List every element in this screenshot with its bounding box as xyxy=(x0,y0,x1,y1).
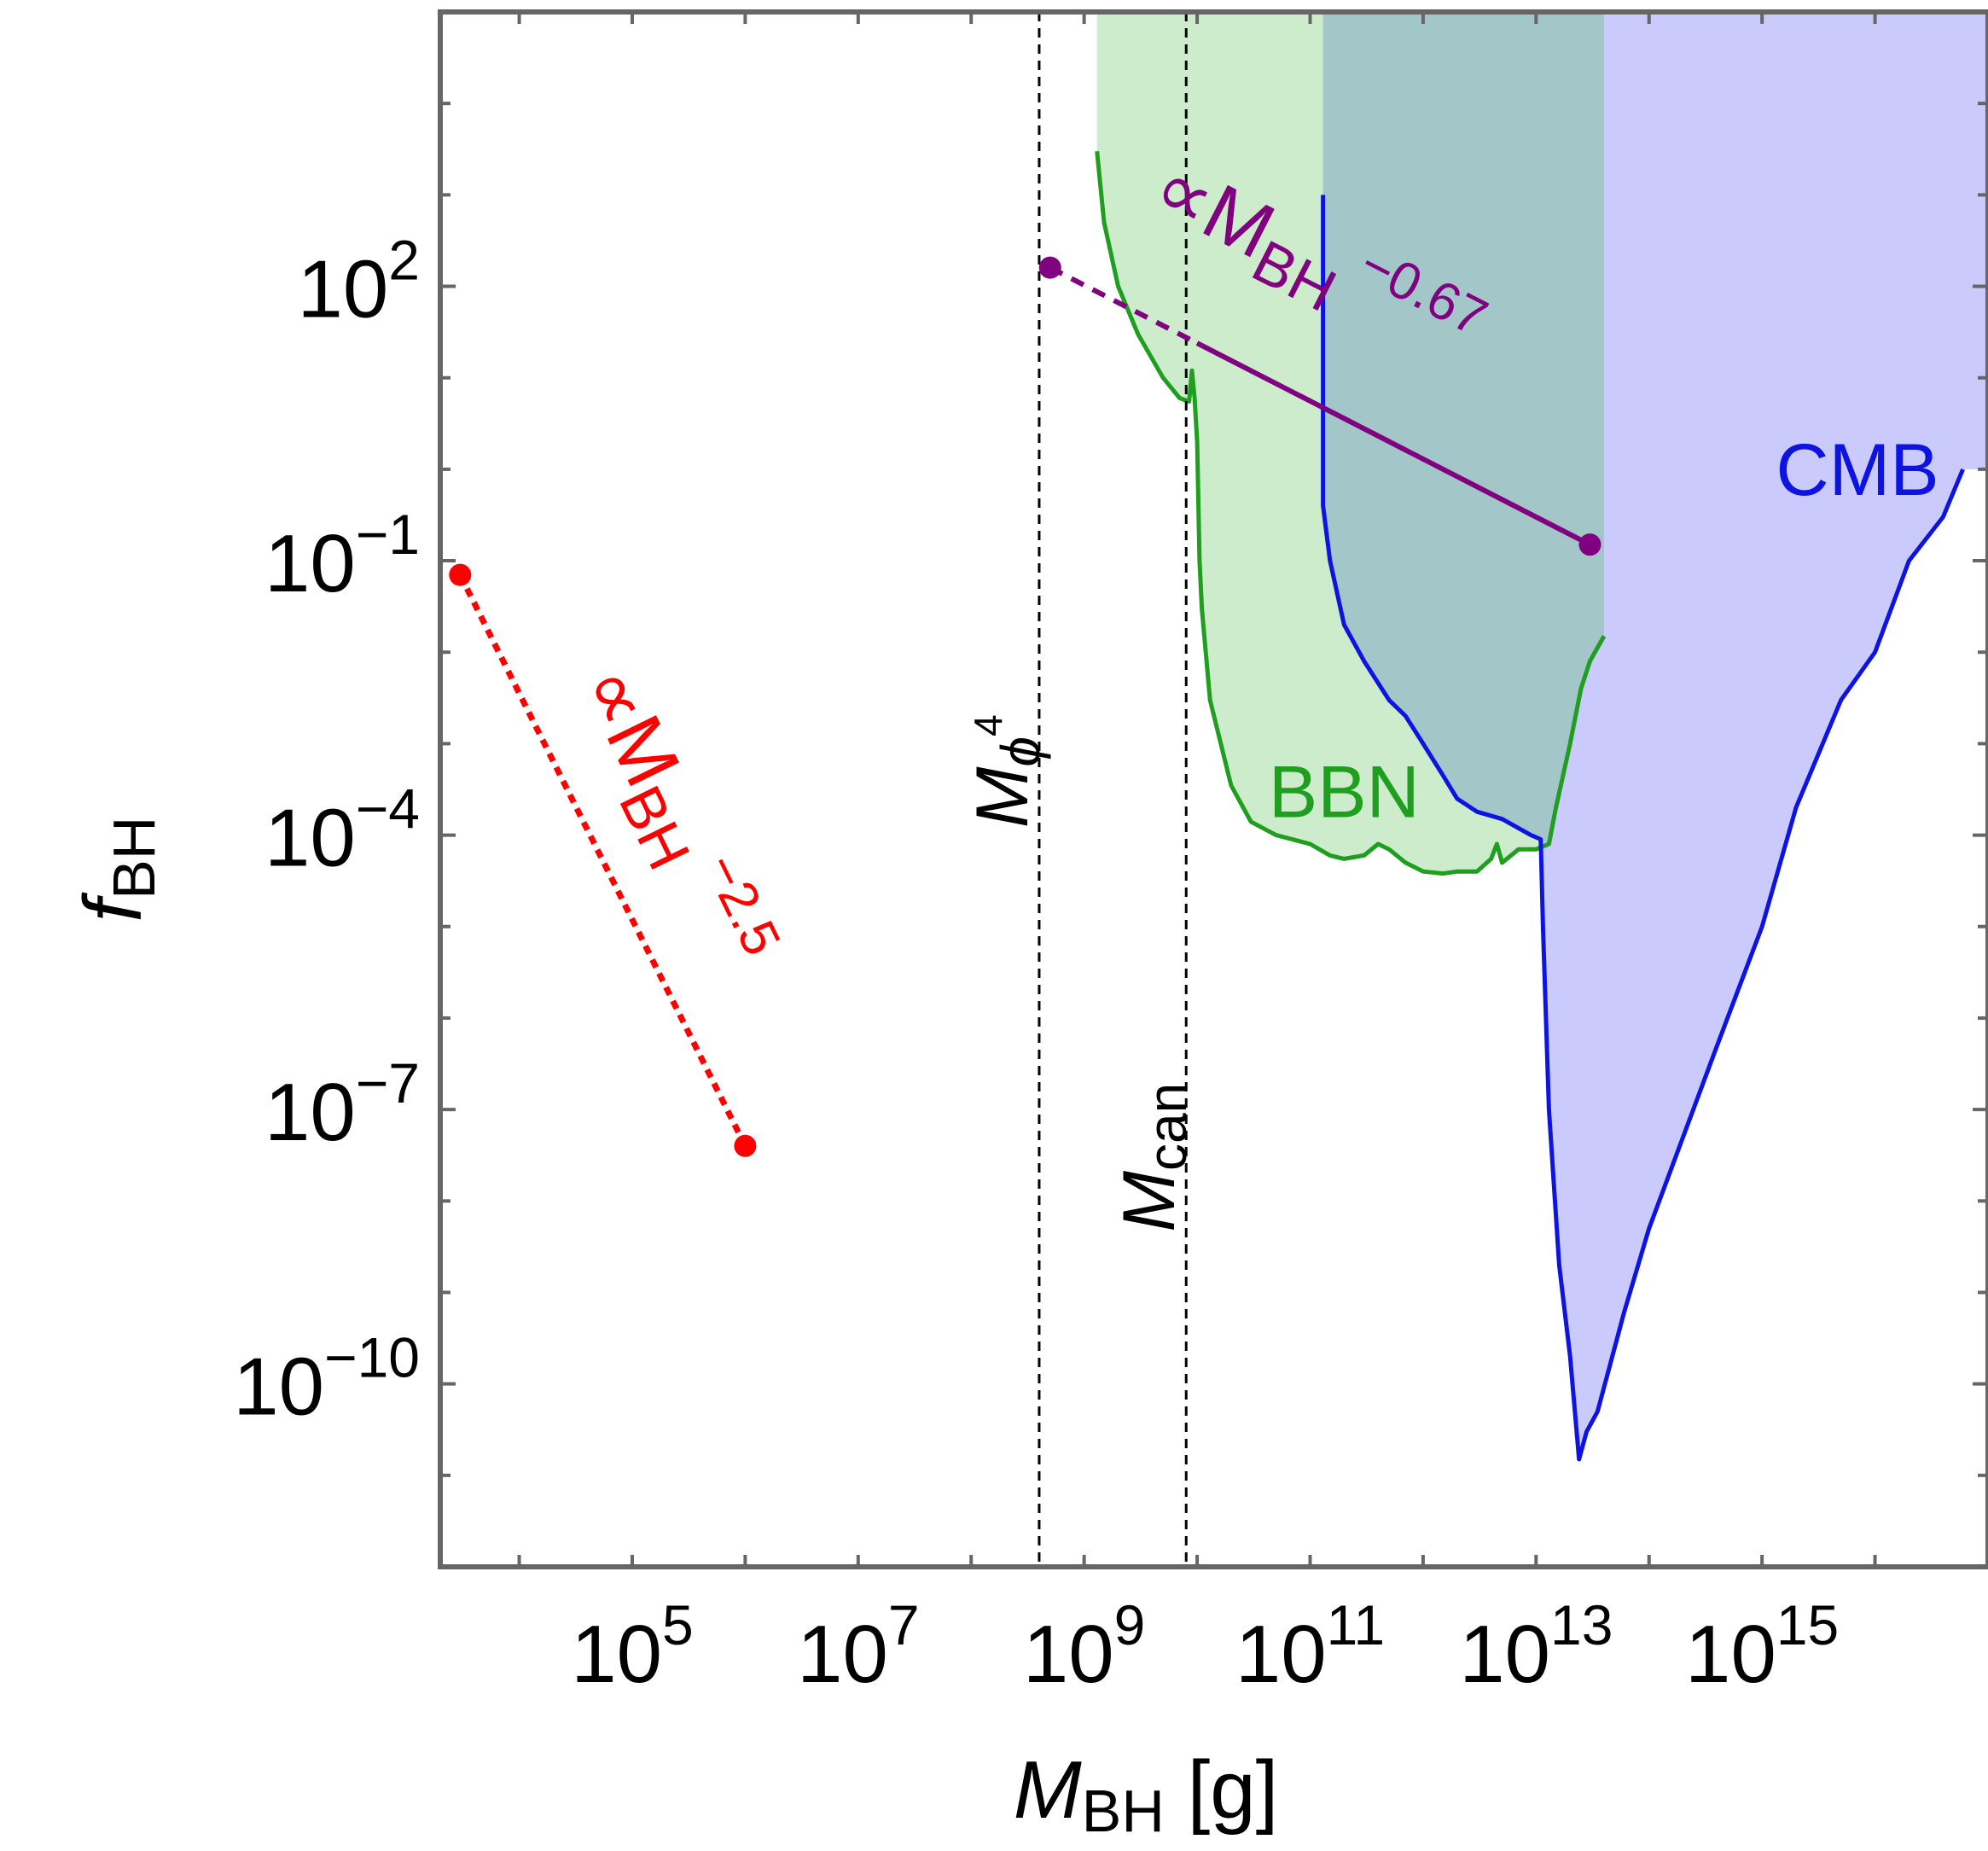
y-tick-label-0: 102 xyxy=(298,229,421,335)
bbn-label: BBN xyxy=(1269,751,1420,833)
vline-label-0: Mϕ4 xyxy=(962,714,1051,828)
bbn-boundary xyxy=(1095,150,1607,876)
purple-scaling-dashed xyxy=(1049,265,1199,346)
y-axis-title: fBH xyxy=(67,817,167,923)
cmb-label: CMB xyxy=(1776,429,1939,511)
y-tick-label-3: 10−7 xyxy=(264,1051,420,1158)
scaling-lines xyxy=(449,256,1601,1157)
y-tick-label-2: 10−4 xyxy=(264,777,420,884)
x-tick-label-0: 105 xyxy=(571,1593,694,1700)
red-scaling-start-point xyxy=(449,563,472,586)
plot-frame-rect xyxy=(438,9,1988,1569)
x-tick-label-2: 109 xyxy=(1023,1593,1146,1700)
y-tick-label-1: 10−1 xyxy=(264,503,420,609)
red-scaling-label: ∝MBH−2.5 xyxy=(554,649,792,986)
x-axis-title: MBH [g] xyxy=(1014,1744,1279,1844)
overlap-fill xyxy=(1322,12,1604,844)
axis-ticks xyxy=(440,10,1988,1569)
region-fills xyxy=(1096,12,1988,1459)
cmb-boundary xyxy=(1321,195,1965,1462)
x-tick-label-1: 107 xyxy=(797,1593,920,1700)
x-tick-label-4: 1013 xyxy=(1459,1593,1613,1700)
x-tick-label-3: 1011 xyxy=(1235,1593,1385,1700)
region-boundaries xyxy=(1095,150,1965,1462)
x-tick-label-5: 1015 xyxy=(1685,1593,1839,1700)
purple-scaling-start-point xyxy=(1038,256,1061,279)
vline-label-1: Mcan xyxy=(1108,1083,1198,1232)
red-scaling-line xyxy=(457,573,748,1148)
y-tick-label-4: 10−10 xyxy=(233,1326,420,1433)
purple-scaling-solid xyxy=(1195,341,1591,547)
purple-scaling-end-point xyxy=(1578,533,1601,556)
red-scaling-end-point xyxy=(734,1134,757,1157)
plot-frame xyxy=(438,9,1988,1569)
